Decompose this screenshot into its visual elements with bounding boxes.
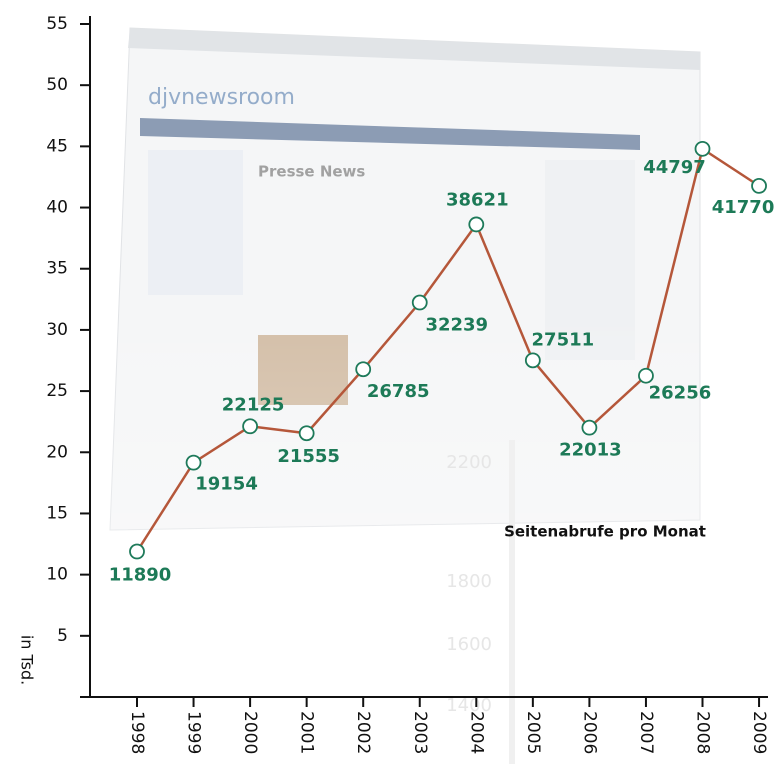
value-label: 22125: [222, 394, 285, 415]
value-label: 26256: [649, 383, 712, 404]
marker: [356, 362, 370, 376]
background-text: 1600: [446, 634, 492, 655]
y-tick-label: 50: [46, 75, 68, 95]
y-tick-label: 15: [46, 503, 68, 523]
y-tick-label: 25: [46, 381, 68, 401]
marker: [752, 179, 766, 193]
y-tick-label: 10: [46, 565, 68, 585]
value-label: 44797: [643, 157, 706, 178]
y-tick-label: 30: [46, 320, 68, 340]
y-tick-label: 45: [46, 136, 68, 156]
x-tick-label: 2002: [353, 711, 373, 754]
annotation: Seitenabrufe pro Monat: [504, 523, 706, 541]
x-tick-label: 1998: [127, 711, 147, 754]
y-axis-label: in Tsd.: [18, 635, 37, 685]
x-tick-label: 1999: [184, 711, 204, 754]
marker: [526, 353, 540, 367]
marker: [582, 421, 596, 435]
y-tick-label: 20: [46, 442, 68, 462]
y-tick-label: 35: [46, 259, 68, 279]
x-tick-label: 2004: [466, 711, 486, 754]
background-text: djvnewsroom: [148, 85, 295, 110]
marker: [639, 369, 653, 383]
marker: [130, 545, 144, 559]
y-tick-label: 5: [57, 626, 68, 646]
y-tick-label: 40: [46, 198, 68, 218]
x-tick-label: 2007: [636, 711, 656, 754]
value-label: 22013: [559, 440, 622, 461]
background-text: 1800: [446, 571, 492, 592]
x-tick-label: 2000: [240, 711, 260, 754]
x-tick-label: 2005: [523, 711, 543, 754]
background-text: 2200: [446, 452, 492, 473]
value-label: 26785: [367, 381, 430, 402]
value-label: 32239: [425, 315, 488, 336]
x-tick-label: 2006: [579, 711, 599, 754]
value-label: 27511: [532, 329, 595, 350]
marker: [300, 426, 314, 440]
x-tick-label: 2001: [297, 711, 317, 754]
value-label: 21555: [277, 446, 340, 467]
background-text: Presse News: [258, 163, 365, 181]
x-tick-label: 2003: [410, 711, 430, 754]
value-label: 38621: [446, 189, 509, 210]
value-label: 19154: [195, 474, 258, 495]
marker: [243, 419, 257, 433]
x-tick-label: 2008: [693, 711, 713, 754]
value-label: 11890: [109, 565, 172, 586]
marker: [696, 142, 710, 156]
marker: [413, 296, 427, 310]
x-tick-label: 2009: [749, 711, 769, 754]
y-tick-label: 55: [46, 14, 68, 34]
marker: [187, 456, 201, 470]
value-label: 41770: [712, 197, 775, 218]
chart: djvnewsroom Presse News 2200 1800 1600 1…: [0, 0, 783, 764]
marker: [469, 217, 483, 231]
